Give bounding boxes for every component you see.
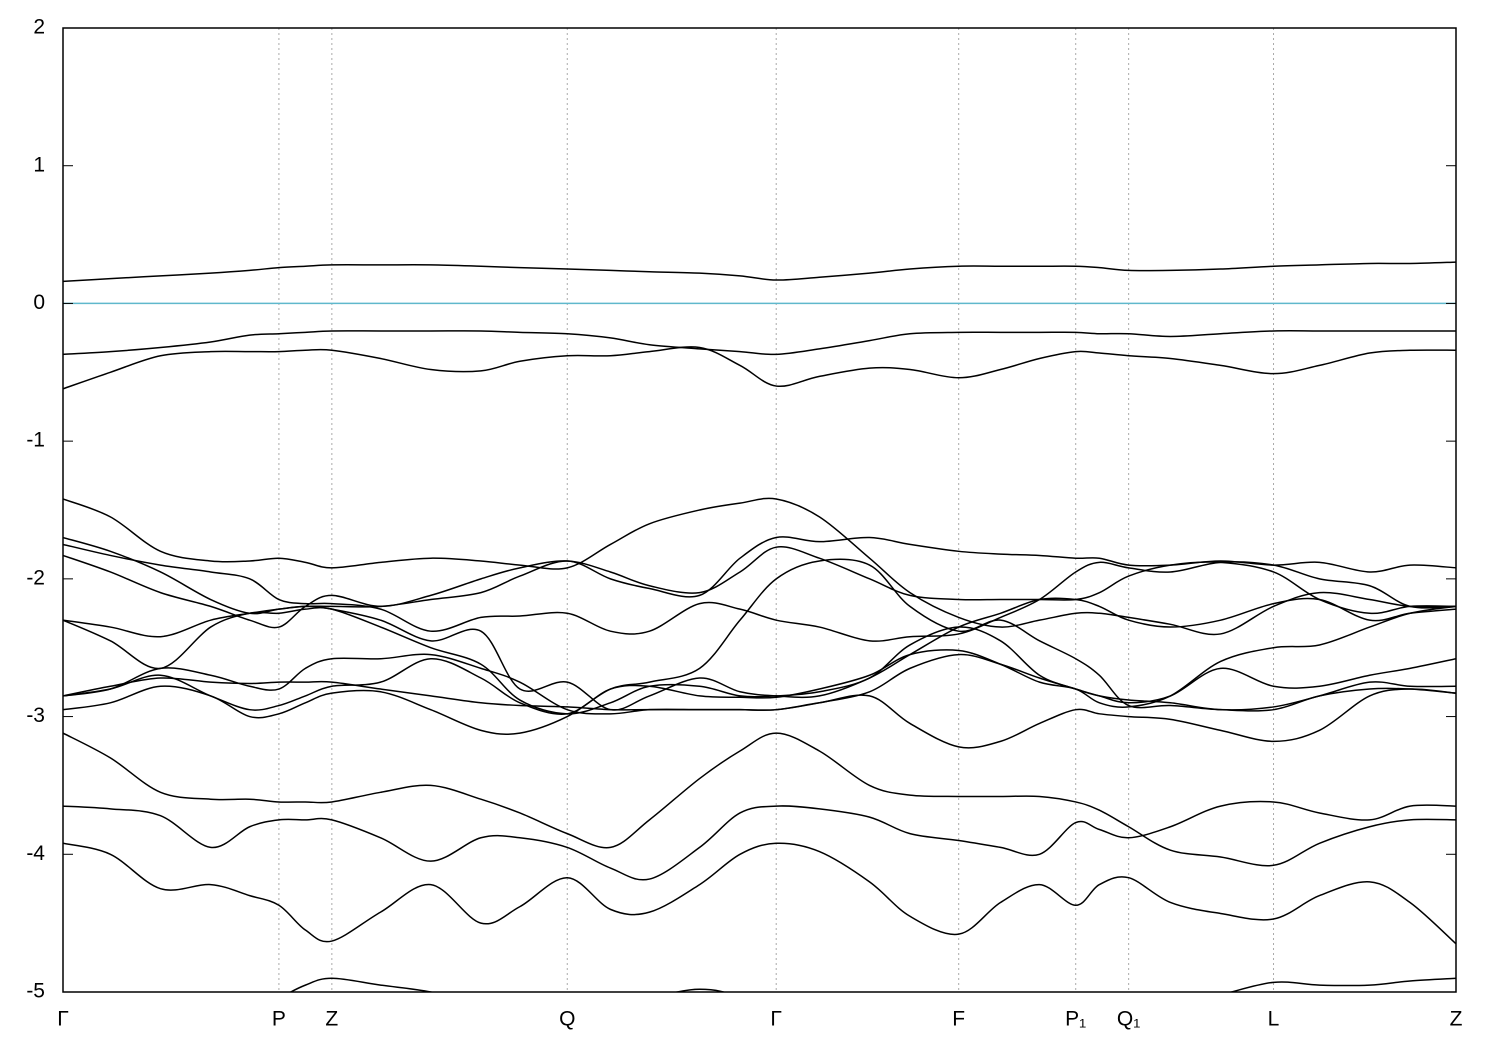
band-line (63, 732, 1456, 867)
band-line (63, 597, 1456, 711)
y-tick-label: -3 (26, 704, 45, 727)
y-tick-label: 0 (33, 291, 45, 314)
x-tick-label: Z (325, 1008, 338, 1031)
x-tick-label: P (272, 1008, 286, 1031)
x-tick-label: Z (1450, 1008, 1463, 1031)
labels: -5 -4 -3 -2 -1 0 1 2 Γ P Z Q Γ F P₁ Q₁ L Z (26, 16, 1462, 1031)
x-tick-label: F (952, 1008, 965, 1031)
band-line (63, 606, 1456, 715)
band-line (63, 261, 1456, 283)
x-tick-label: L (1268, 1008, 1280, 1031)
y-tick-label: 1 (33, 153, 45, 176)
bands (63, 261, 1456, 992)
band-line (289, 977, 1456, 992)
band-line (63, 842, 1456, 945)
y-tick-label: -2 (26, 566, 45, 589)
band-line (63, 543, 1456, 642)
x-tick-label: P₁ (1065, 1008, 1086, 1031)
y-tick-label: -1 (26, 429, 45, 452)
band-line (63, 346, 1456, 390)
band-line (63, 653, 1456, 715)
grid (62, 28, 1457, 992)
x-tick-label: Q₁ (1117, 1008, 1140, 1031)
band-line (63, 677, 1456, 749)
band-line (63, 546, 1456, 629)
band-line (63, 558, 1456, 736)
x-tick-label: Γ (770, 1008, 782, 1031)
y-tick-label: -5 (26, 980, 45, 1003)
x-tick-label: Γ (57, 1008, 69, 1031)
y-tick-label: 2 (33, 16, 45, 39)
plot-frame (62, 27, 1457, 993)
y-tick-label: -4 (26, 842, 45, 865)
band-line (63, 536, 1456, 615)
x-tick-label: Q (559, 1008, 575, 1031)
band-line (63, 800, 1456, 881)
band-line (63, 330, 1456, 356)
band-line (63, 497, 1456, 636)
band-line (63, 605, 1456, 715)
